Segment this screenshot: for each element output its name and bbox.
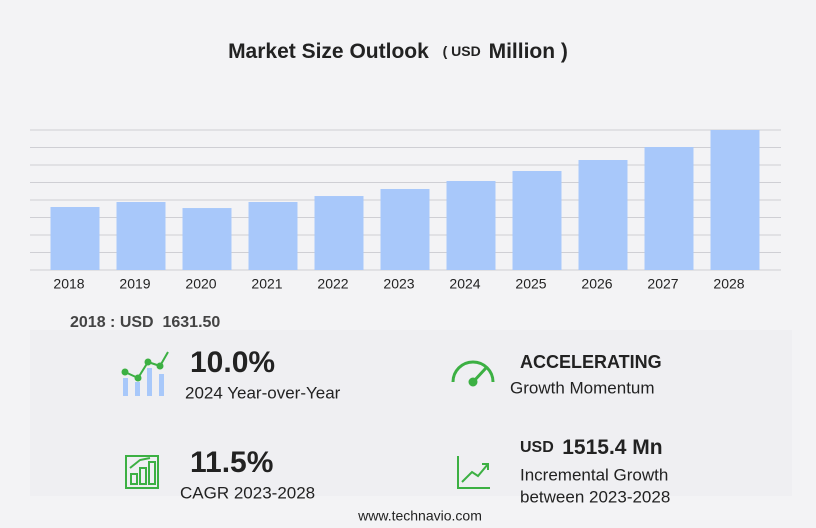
chart-title: Market Size Outlook ( USD Million ) [228, 40, 568, 63]
momentum-icon [451, 360, 495, 387]
incremental-icon [457, 456, 490, 489]
title-unit-prefix: ( USD [443, 43, 481, 59]
stat-number: 1515.4 Mn [562, 436, 662, 459]
x-tick-label: 2023 [383, 276, 414, 292]
bar [248, 202, 298, 270]
stats-panel [30, 330, 792, 496]
x-tick-label: 2027 [647, 276, 678, 292]
bar [512, 171, 562, 270]
x-tick-label: 2026 [581, 276, 612, 292]
bar [578, 160, 628, 270]
bar [446, 181, 496, 270]
x-tick-label: 2024 [449, 276, 480, 292]
plot: 2018 2019 2020 2021 2022 2023 2024 2025 2026 2027… [30, 129, 781, 292]
x-tick-label: 2021 [251, 276, 282, 292]
x-tick-label: 2025 [515, 276, 546, 292]
stat-value: 10.0% [190, 346, 275, 379]
stat-label: Incremental Growth [520, 465, 668, 484]
bar [314, 196, 364, 270]
x-tick-label: 2028 [713, 276, 744, 292]
stat-value: 11.5% [190, 446, 273, 479]
stat-value: ACCELERATING [520, 352, 662, 372]
x-tick-label: 2022 [317, 276, 348, 292]
stat-prefix: USD [520, 439, 554, 456]
stat-label: between 2023-2028 [520, 487, 670, 506]
x-tick-label: 2019 [119, 276, 150, 292]
bar [182, 208, 232, 270]
bar [116, 202, 166, 270]
x-tick-label: 2020 [185, 276, 216, 292]
bar [644, 147, 694, 270]
stat-label: CAGR 2023-2028 [180, 483, 315, 502]
highlight: 2018 : USD 1631.50 [70, 314, 220, 331]
bar [710, 130, 760, 270]
title-unit: Million ) [489, 40, 568, 63]
yoy-icon [121, 351, 169, 396]
bar [380, 188, 430, 270]
footer: www.technavio.com [357, 508, 482, 524]
bar [50, 207, 100, 270]
stat-label: Growth Momentum [510, 378, 655, 397]
cagr-icon [125, 455, 159, 489]
stat-label: 2024 Year-over-Year [185, 383, 341, 402]
title-text: Market Size Outlook [228, 40, 429, 63]
x-tick-label: 2018 [53, 276, 84, 292]
stat-value: USD 1515.4 Mn [520, 436, 663, 459]
